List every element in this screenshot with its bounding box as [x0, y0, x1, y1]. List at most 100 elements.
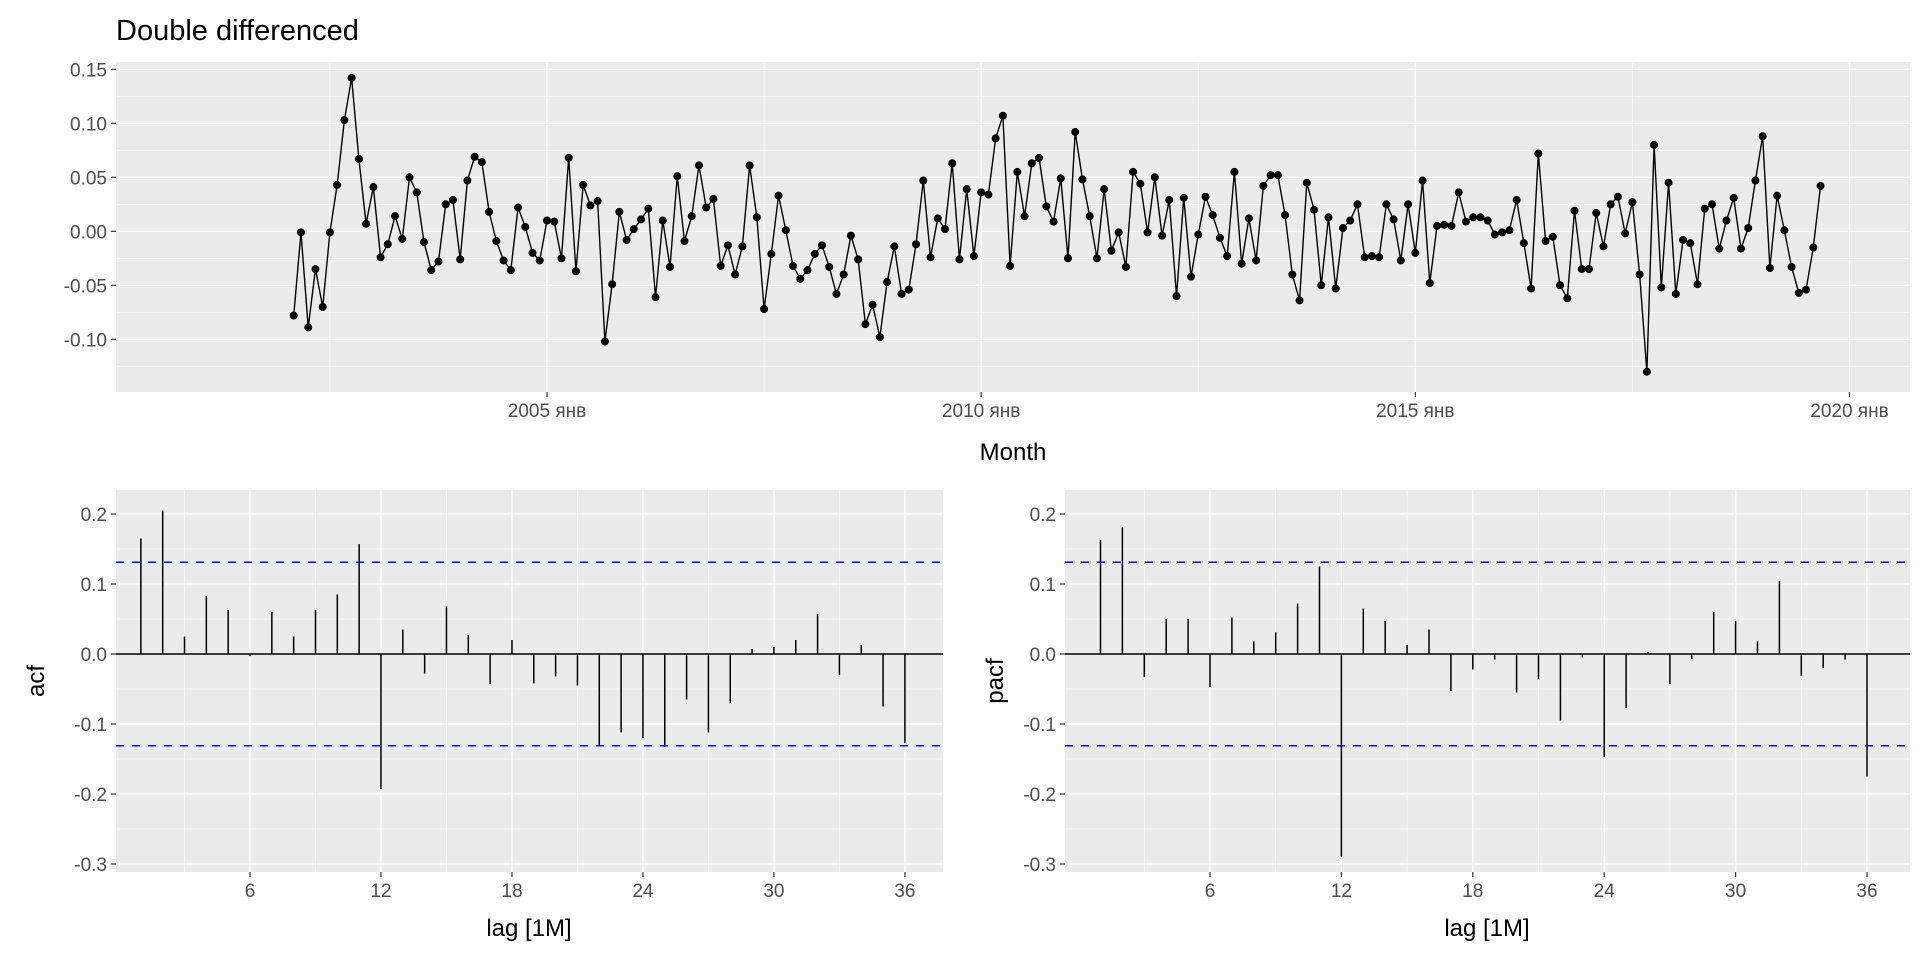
- data-point: [354, 154, 363, 163]
- data-point: [419, 238, 428, 247]
- data-point: [1534, 149, 1543, 158]
- y-tick-label: 0.2: [81, 505, 107, 526]
- data-point: [593, 197, 602, 206]
- data-point: [752, 213, 761, 222]
- x-tick-label: 18: [1462, 881, 1483, 902]
- data-point: [1273, 171, 1282, 180]
- data-point: [1794, 288, 1803, 297]
- data-point: [492, 237, 501, 246]
- data-point: [1056, 174, 1065, 183]
- data-point: [1114, 228, 1123, 237]
- data-point: [948, 159, 957, 168]
- data-point: [702, 203, 711, 212]
- data-point: [731, 270, 740, 279]
- data-point: [1563, 294, 1572, 303]
- data-point: [998, 111, 1007, 120]
- data-point: [289, 311, 298, 320]
- data-point: [1722, 216, 1731, 225]
- x-tick-label: 24: [1594, 881, 1616, 902]
- x-tick-label: 36: [894, 881, 915, 902]
- data-point: [644, 204, 653, 213]
- data-point: [1223, 252, 1232, 261]
- data-point: [362, 219, 371, 228]
- data-point: [1621, 229, 1630, 238]
- data-point: [1671, 289, 1680, 298]
- data-point: [333, 180, 342, 189]
- data-point: [1027, 159, 1036, 168]
- data-point: [1758, 132, 1767, 141]
- data-point: [825, 262, 834, 271]
- x-tick-label: 30: [1725, 881, 1746, 902]
- data-point: [1404, 200, 1413, 209]
- data-point: [1092, 254, 1101, 263]
- data-point: [1512, 195, 1521, 204]
- data-point: [1136, 179, 1145, 188]
- data-point: [694, 161, 703, 170]
- data-point: [803, 266, 812, 275]
- data-point: [325, 228, 334, 237]
- data-point: [434, 257, 443, 266]
- data-point: [1302, 178, 1311, 187]
- data-point: [1548, 232, 1557, 241]
- data-point: [1252, 256, 1261, 265]
- data-point: [405, 173, 414, 182]
- data-point: [1150, 173, 1159, 182]
- data-point: [369, 183, 378, 192]
- data-point: [723, 241, 732, 250]
- data-point: [760, 305, 769, 314]
- data-point: [427, 266, 436, 275]
- acf-y-axis-title: acf: [23, 665, 50, 697]
- x-tick-label: 6: [245, 881, 256, 902]
- data-point: [1433, 221, 1442, 230]
- data-point: [1194, 230, 1203, 239]
- y-tick-label: -0.2: [74, 785, 107, 806]
- y-tick-label: 0.2: [1030, 505, 1056, 526]
- data-point: [1657, 283, 1666, 292]
- data-point: [1237, 259, 1246, 268]
- data-point: [441, 200, 450, 209]
- data-point: [1498, 228, 1507, 237]
- data-point: [1650, 140, 1659, 149]
- data-point: [977, 188, 986, 197]
- data-point: [600, 337, 609, 346]
- data-point: [1519, 239, 1528, 248]
- data-point: [1592, 208, 1601, 217]
- pacf-x-axis-title: lag [1M]: [1444, 915, 1529, 942]
- data-point: [789, 261, 798, 270]
- data-point: [919, 176, 928, 185]
- data-point: [868, 300, 877, 309]
- data-point: [1584, 265, 1593, 274]
- data-point: [1042, 202, 1051, 211]
- data-point: [738, 242, 747, 251]
- data-point: [1751, 176, 1760, 185]
- data-point: [817, 241, 826, 250]
- data-point: [1071, 127, 1080, 136]
- data-point: [1700, 204, 1709, 213]
- data-point: [984, 190, 993, 199]
- data-point: [564, 153, 573, 162]
- x-tick-label: 2005 янв: [508, 401, 586, 422]
- data-point: [391, 212, 400, 221]
- data-point: [1635, 270, 1644, 279]
- data-point: [1787, 262, 1796, 271]
- data-point: [1396, 256, 1405, 265]
- data-point: [904, 285, 913, 294]
- data-point: [311, 265, 320, 274]
- data-point: [514, 203, 523, 212]
- data-point: [680, 237, 689, 246]
- data-point: [1570, 206, 1579, 215]
- data-point: [651, 293, 660, 302]
- data-point: [1360, 253, 1369, 262]
- data-point: [557, 254, 566, 263]
- data-point: [1693, 280, 1702, 289]
- data-point: [1527, 284, 1536, 293]
- x-tick-label: 36: [1856, 881, 1877, 902]
- data-point: [1744, 224, 1753, 233]
- y-tick-label: 0.00: [70, 222, 107, 243]
- acf-x-axis-title: lag [1M]: [486, 915, 571, 942]
- y-tick-label: 0.10: [70, 114, 107, 135]
- data-point: [1100, 185, 1109, 194]
- y-tick-label: 0.05: [70, 168, 107, 189]
- data-point: [1049, 217, 1058, 226]
